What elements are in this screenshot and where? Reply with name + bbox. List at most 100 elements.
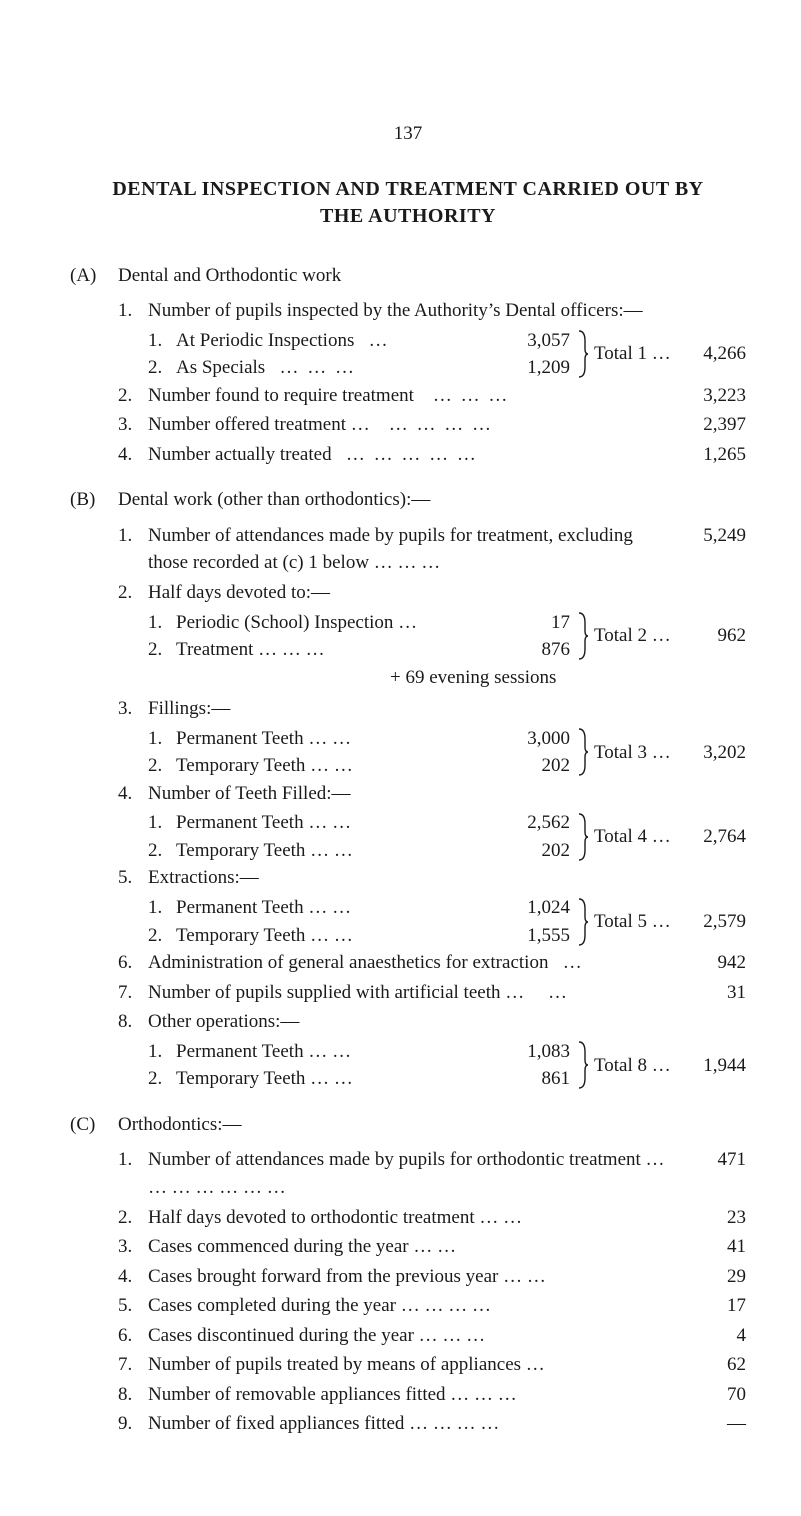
c8-num: 8. bbox=[118, 1381, 148, 1409]
a1-sub2-text: As Specials … … … bbox=[176, 354, 502, 382]
c5-num: 5. bbox=[118, 1292, 148, 1320]
b5-sub2-val: 1,555 bbox=[502, 922, 576, 950]
section-a: (A) Dental and Orthodontic work 1. Numbe… bbox=[70, 262, 746, 469]
c9-val: — bbox=[676, 1410, 746, 1438]
a1-num: 1. bbox=[118, 297, 148, 325]
c8-text: Number of removable appliances fitted … … bbox=[148, 1381, 676, 1409]
a4-num: 4. bbox=[118, 441, 148, 469]
c-item-8: 8. Number of removable appliances fitted… bbox=[118, 1381, 746, 1409]
b1-val: 5,249 bbox=[676, 522, 746, 550]
section-a-title: Dental and Orthodontic work bbox=[118, 262, 746, 290]
b8-num: 8. bbox=[118, 1008, 148, 1036]
b2-num: 2. bbox=[118, 579, 148, 607]
b5-sub1-val: 1,024 bbox=[502, 894, 576, 922]
b2-sub1-val: 17 bbox=[502, 609, 576, 637]
b2-pair: 1. Periodic (School) Inspection … 17 2. … bbox=[148, 609, 746, 664]
c7-val: 62 bbox=[676, 1351, 746, 1379]
b6-num: 6. bbox=[118, 949, 148, 977]
b2-sub2-text: Treatment … … … bbox=[176, 636, 502, 664]
b3-sub1-num: 1. bbox=[148, 725, 176, 753]
b4-sub2-val: 202 bbox=[502, 837, 576, 865]
b6-label: Administration of general anaesthetics f… bbox=[148, 952, 548, 973]
c9-num: 9. bbox=[118, 1410, 148, 1438]
b8-sub2-num: 2. bbox=[148, 1065, 176, 1093]
b4-text: Number of Teeth Filled:— bbox=[148, 780, 746, 808]
b3-total-label: Total 3 … bbox=[590, 739, 676, 767]
c3-text: Cases commenced during the year … … bbox=[148, 1233, 676, 1261]
b7-text: Number of pupils supplied with artificia… bbox=[148, 979, 676, 1007]
a4-dots: … … … … … bbox=[346, 444, 478, 465]
b5-pair: 1. Permanent Teeth … … 1,024 2. Temporar… bbox=[148, 894, 746, 949]
b1-num: 1. bbox=[118, 522, 148, 550]
b7-num: 7. bbox=[118, 979, 148, 1007]
c6-num: 6. bbox=[118, 1322, 148, 1350]
c-item-1: 1. Number of attendances made by pupils … bbox=[118, 1146, 746, 1201]
c2-num: 2. bbox=[118, 1204, 148, 1232]
a1-sub2-dots: … … … bbox=[279, 357, 356, 378]
b3-num: 3. bbox=[118, 695, 148, 723]
c6-val: 4 bbox=[676, 1322, 746, 1350]
c-item-9: 9. Number of fixed appliances fitted … …… bbox=[118, 1410, 746, 1438]
title-line-2: THE AUTHORITY bbox=[320, 205, 496, 227]
title-line-1: DENTAL INSPECTION AND TREATMENT CARRIED … bbox=[112, 178, 703, 200]
b5-sub1-text: Permanent Teeth … … bbox=[176, 894, 502, 922]
b4-pair: 1. Permanent Teeth … … 2,562 2. Temporar… bbox=[148, 809, 746, 864]
b3-sub1-val: 3,000 bbox=[502, 725, 576, 753]
a3-val: 2,397 bbox=[676, 411, 746, 439]
a3-text: Number offered treatment … … … … … bbox=[148, 411, 676, 439]
c9-text: Number of fixed appliances fitted … … … … bbox=[148, 1410, 676, 1438]
a2-val: 3,223 bbox=[676, 382, 746, 410]
b5-text: Extractions:— bbox=[148, 864, 746, 892]
b2-sub2-num: 2. bbox=[148, 636, 176, 664]
c2-val: 23 bbox=[676, 1204, 746, 1232]
b4-sub1-num: 1. bbox=[148, 809, 176, 837]
b3-text: Fillings:— bbox=[148, 695, 746, 723]
b4-total-label: Total 4 … bbox=[590, 823, 676, 851]
b5-total-val: 2,579 bbox=[676, 908, 746, 936]
b3-sub2-num: 2. bbox=[148, 752, 176, 780]
b4-total-val: 2,764 bbox=[676, 823, 746, 851]
a1-sub1-num: 1. bbox=[148, 327, 176, 355]
c1-num: 1. bbox=[118, 1146, 148, 1174]
section-b-letter: (B) bbox=[70, 486, 118, 514]
page-number: 137 bbox=[70, 120, 746, 148]
c3-val: 41 bbox=[676, 1233, 746, 1261]
brace-icon bbox=[576, 1040, 590, 1090]
c-item-4: 4. Cases brought forward from the previo… bbox=[118, 1263, 746, 1291]
b8-sub1-text: Permanent Teeth … … bbox=[176, 1038, 502, 1066]
a2-text: Number found to require treatment … … … bbox=[148, 382, 676, 410]
a1-sub1-text: At Periodic Inspections … bbox=[176, 327, 502, 355]
b2-total-label: Total 2 … bbox=[590, 622, 676, 650]
b3-total-val: 3,202 bbox=[676, 739, 746, 767]
section-c-letter: (C) bbox=[70, 1111, 118, 1139]
brace-icon bbox=[576, 812, 590, 862]
b2-sub2-val: 876 bbox=[502, 636, 576, 664]
section-c-title: Orthodontics:— bbox=[118, 1111, 746, 1139]
b6-val: 942 bbox=[676, 949, 746, 977]
b5-sub1-num: 1. bbox=[148, 894, 176, 922]
b4-sub1-val: 2,562 bbox=[502, 809, 576, 837]
a1-pair: 1. At Periodic Inspections … 3,057 2. As… bbox=[148, 327, 746, 382]
c-item-2: 2. Half days devoted to orthodontic trea… bbox=[118, 1204, 746, 1232]
section-b: (B) Dental work (other than orthodontics… bbox=[70, 486, 746, 1092]
c4-num: 4. bbox=[118, 1263, 148, 1291]
a1-total-val: 4,266 bbox=[676, 340, 746, 368]
b5-sub2-text: Temporary Teeth … … bbox=[176, 922, 502, 950]
b4-sub1-text: Permanent Teeth … … bbox=[176, 809, 502, 837]
b4-num: 4. bbox=[118, 780, 148, 808]
c5-val: 17 bbox=[676, 1292, 746, 1320]
c-item-6: 6. Cases discontinued during the year … … bbox=[118, 1322, 746, 1350]
b2-text: Half days devoted to:— bbox=[148, 579, 746, 607]
a1-sub1-dots: … bbox=[369, 330, 390, 351]
b3-sub2-val: 202 bbox=[502, 752, 576, 780]
b3-sub2-text: Temporary Teeth … … bbox=[176, 752, 502, 780]
b1-text: Number of attendances made by pupils for… bbox=[148, 522, 676, 577]
b5-num: 5. bbox=[118, 864, 148, 892]
b2-sub1-text: Periodic (School) Inspection … bbox=[176, 609, 502, 637]
c3-num: 3. bbox=[118, 1233, 148, 1261]
a1-sub2-label: As Specials bbox=[176, 357, 265, 378]
c7-text: Number of pupils treated by means of app… bbox=[148, 1351, 676, 1379]
b2-total-val: 962 bbox=[676, 622, 746, 650]
b5-sub2-num: 2. bbox=[148, 922, 176, 950]
b7-val: 31 bbox=[676, 979, 746, 1007]
